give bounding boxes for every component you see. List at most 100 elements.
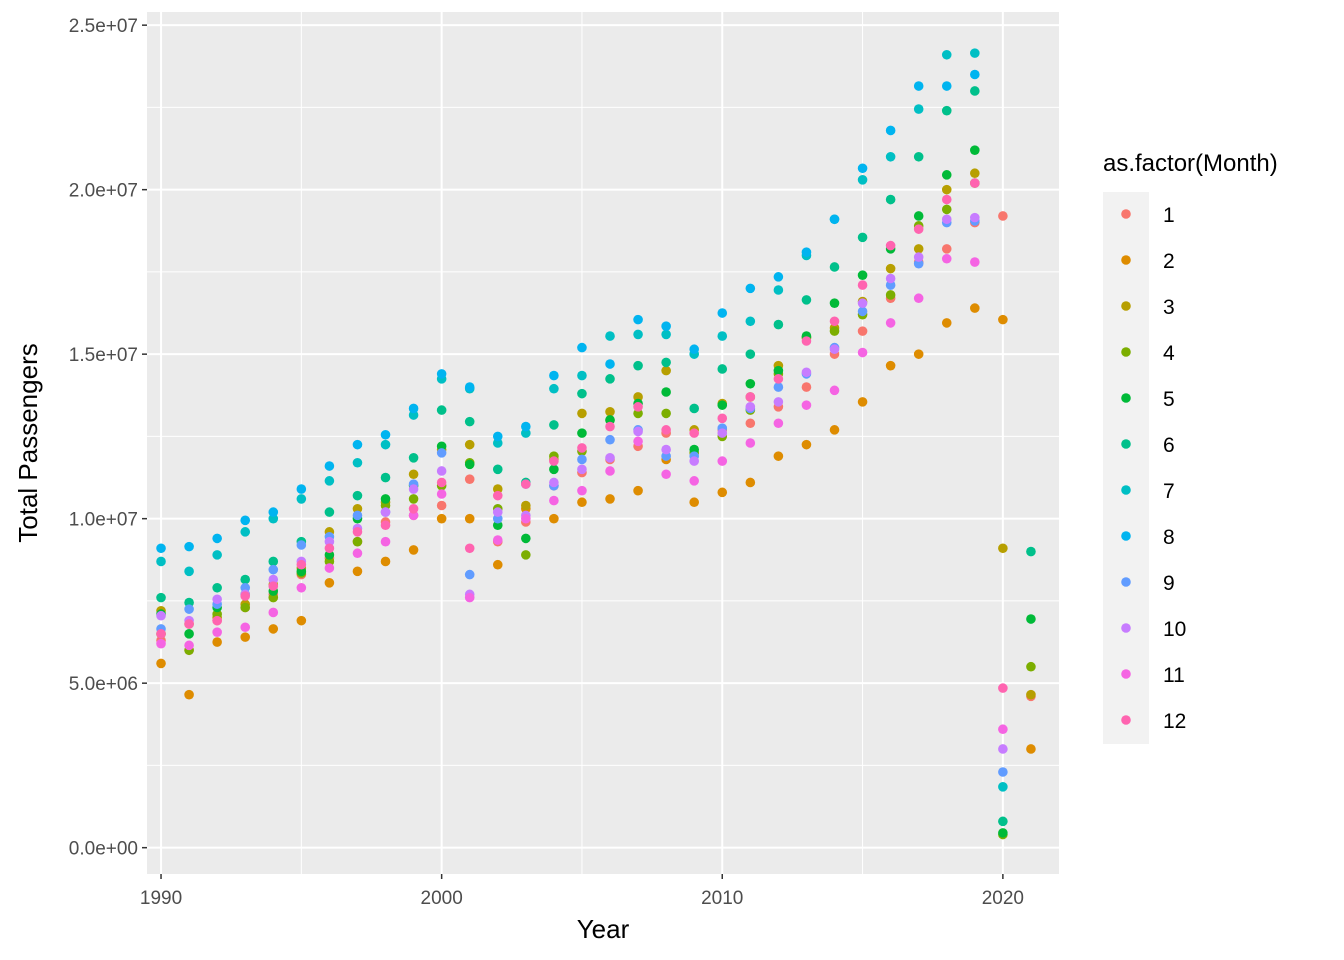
data-point-month-3 [661,365,671,376]
data-point-month-3 [352,504,363,514]
data-point-month-6 [156,592,166,603]
data-point-month-2 [633,485,643,496]
data-point-month-8 [436,369,447,379]
data-point-month-5 [577,428,587,438]
data-point-month-11 [998,724,1008,735]
data-point-month-1 [941,244,952,254]
data-point-month-3 [1026,689,1036,700]
data-point-month-12 [745,392,756,402]
data-point-month-11 [268,607,279,618]
data-point-month-6 [268,556,279,567]
data-point-month-6 [633,360,643,371]
data-point-month-6 [773,319,784,330]
data-point-month-4 [268,592,279,603]
legend-label-8: 8 [1163,526,1175,549]
data-point-month-11 [970,257,980,267]
data-point-month-8 [464,382,475,392]
data-point-month-9 [661,451,671,461]
data-point-month-10 [885,273,896,284]
data-point-month-2 [801,439,812,450]
data-point-month-12 [801,336,812,346]
data-point-month-10 [661,444,671,455]
data-point-month-12 [998,683,1008,693]
data-point-month-12 [549,456,559,466]
data-point-month-8 [717,308,728,318]
data-point-month-12 [464,543,475,554]
data-point-month-6 [661,357,671,368]
data-point-month-5 [857,270,868,281]
data-point-month-12 [689,428,699,438]
legend-label-4: 4 [1163,342,1175,365]
data-point-month-8 [633,314,643,325]
legend-title: as.factor(Month) [1103,150,1278,177]
data-point-month-8 [689,344,699,355]
data-point-month-7 [268,513,279,524]
data-point-month-3 [521,500,531,511]
data-point-month-6 [240,574,251,585]
data-point-month-2 [436,513,447,524]
data-point-month-2 [240,632,251,642]
data-point-month-5 [380,494,391,504]
data-point-month-5 [970,145,980,155]
data-point-month-8 [521,421,531,432]
data-point-month-11 [436,489,447,499]
data-point-month-2 [380,556,391,567]
data-point-month-10 [970,212,980,223]
data-point-month-10 [689,456,699,466]
data-point-month-9 [605,434,615,445]
data-point-month-11 [408,510,419,521]
data-point-month-3 [605,406,615,417]
data-point-month-5 [998,828,1008,838]
data-point-month-7 [998,782,1008,792]
x-axis: 1990 2000 2010 2020 [140,874,1024,909]
data-point-month-7 [352,457,363,468]
data-point-month-8 [773,272,784,282]
data-point-month-2 [970,303,980,313]
data-point-month-10 [773,397,784,407]
data-point-month-9 [240,582,251,593]
data-point-month-9 [296,540,307,550]
data-point-month-2 [577,497,587,508]
data-point-month-5 [661,387,671,397]
data-point-month-7 [380,439,391,450]
legend-label-7: 7 [1163,480,1175,503]
data-point-month-7 [492,438,503,448]
data-point-month-11 [464,592,475,603]
data-point-month-10 [324,536,335,547]
data-point-month-12 [156,629,166,639]
data-point-month-9 [773,382,784,392]
data-point-month-9 [857,306,868,317]
data-point-month-6 [577,388,587,399]
data-point-month-12 [268,581,279,591]
x-axis-title: Year [577,914,630,944]
legend-key-8 [1121,531,1131,541]
data-point-month-12 [941,194,952,205]
data-point-month-7 [745,316,756,327]
data-point-month-4 [885,290,896,300]
data-point-month-12 [970,178,980,188]
data-point-month-4 [352,536,363,547]
data-point-month-8 [324,461,335,471]
data-point-month-11 [324,563,335,573]
data-point-month-2 [156,658,166,669]
data-point-month-6 [492,464,503,475]
legend-label-2: 2 [1163,250,1175,273]
y-tick-label: 1.5e+07 [69,345,138,366]
data-point-month-6 [689,403,699,414]
data-point-month-8 [156,543,166,554]
data-point-month-6 [464,416,475,427]
data-point-month-8 [380,429,391,440]
data-point-month-8 [913,81,924,91]
data-point-month-1 [436,500,447,511]
data-point-month-4 [661,408,671,419]
data-point-month-2 [184,689,194,700]
minor-gridlines [147,12,1059,874]
x-tick-label: 2010 [701,888,743,909]
data-point-month-7 [773,285,784,295]
data-point-month-7 [549,383,559,394]
data-point-month-10 [998,744,1008,754]
data-point-month-12 [633,402,643,412]
data-point-month-2 [324,578,335,588]
data-point-month-2 [829,425,840,435]
data-point-month-11 [296,582,307,593]
